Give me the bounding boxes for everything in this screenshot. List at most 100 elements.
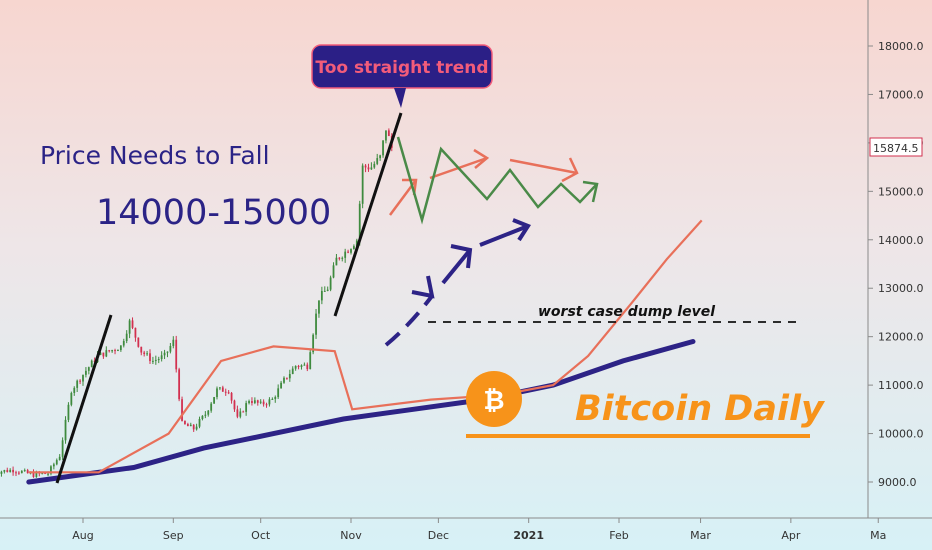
projection-green	[396, 136, 598, 225]
candle-body	[341, 257, 344, 259]
x-axis: Aug Sep Oct Nov Dec 2021 Feb Mar Apr Ma	[72, 518, 886, 542]
candle-body	[201, 415, 204, 420]
candle-body	[82, 374, 84, 382]
candle-body	[184, 420, 186, 425]
candle-body	[323, 290, 326, 292]
candle-body	[18, 472, 20, 474]
candle-body	[134, 327, 137, 338]
candle-body	[87, 367, 90, 371]
candle-body	[128, 320, 131, 334]
arrowhead-green	[582, 180, 599, 203]
candle-body	[344, 251, 347, 258]
candle-body	[41, 473, 44, 475]
candle-body	[338, 257, 341, 259]
candle-body	[283, 377, 285, 383]
y-tick-label: 11000.0	[878, 379, 924, 392]
x-tick-label: Dec	[428, 529, 449, 542]
candle-body	[108, 350, 111, 352]
candle-body	[297, 365, 300, 367]
arrowhead-red-1	[402, 178, 418, 196]
candle-body	[364, 165, 367, 168]
candle-body	[335, 257, 338, 266]
arrowhead-red-2	[473, 148, 490, 169]
candle-body	[175, 339, 178, 370]
candle-body	[379, 155, 382, 159]
candle-body	[85, 370, 87, 375]
candle-body	[245, 403, 248, 412]
y-tick-label: 10000.0	[878, 428, 924, 441]
candle-body	[154, 359, 157, 361]
candle-body	[55, 460, 58, 465]
y-tick-label: 13000.0	[878, 282, 924, 295]
x-tick-label: Mar	[690, 529, 711, 542]
candle-body	[288, 374, 291, 379]
candle-body	[122, 341, 125, 346]
candle-body	[23, 470, 26, 472]
candle-body	[387, 130, 390, 136]
brand-block: ₿ Bitcoin Daily	[466, 371, 826, 438]
candles	[0, 128, 393, 478]
candle-body	[47, 473, 49, 475]
candle-body	[385, 130, 387, 141]
candle-body	[315, 313, 317, 335]
candle-body	[253, 400, 256, 403]
candle-body	[140, 346, 143, 353]
x-tick-label: Oct	[251, 529, 271, 542]
y-tick-label: 18000.0	[878, 40, 924, 53]
annotation-layer	[55, 112, 599, 484]
candle-body	[166, 351, 169, 353]
candle-body	[309, 352, 312, 370]
candle-body	[227, 392, 230, 394]
candle-body	[221, 387, 224, 392]
candle-body	[303, 364, 306, 366]
candle-body	[300, 365, 303, 367]
candle-body	[44, 473, 47, 475]
projection-red-3	[509, 158, 578, 175]
candle-body	[102, 352, 105, 357]
candle-body	[230, 392, 233, 401]
candle-body	[350, 249, 352, 253]
candle-body	[163, 352, 166, 356]
candle-body	[207, 410, 210, 415]
callout: Too straight trend	[311, 44, 493, 108]
candle-body	[160, 355, 163, 360]
candle-body	[146, 353, 148, 355]
ma-fast-line	[28, 219, 703, 474]
candle-body	[114, 350, 116, 352]
bitcoin-symbol: ₿	[483, 386, 504, 416]
candle-body	[105, 350, 108, 357]
candle-body	[280, 382, 282, 389]
candle-body	[274, 397, 277, 399]
candle-body	[26, 470, 29, 474]
candle-body	[70, 392, 73, 405]
candle-body	[125, 333, 128, 342]
candle-body	[192, 424, 195, 430]
candle-body	[306, 364, 309, 370]
candle-body	[79, 380, 81, 382]
candle-body	[239, 411, 242, 417]
projection-navy-2	[441, 248, 472, 285]
bitcoin-logo-icon	[466, 371, 522, 427]
y-axis: 9000.0 10000.0 11000.0 12000.0 13000.0 14000.…	[868, 40, 924, 489]
candle-body	[358, 203, 361, 241]
arrowhead-navy-1	[411, 275, 435, 299]
candle-body	[172, 339, 175, 346]
candle-body	[376, 158, 379, 164]
candle-body	[382, 140, 384, 156]
candle-body	[242, 411, 245, 413]
candle-body	[67, 404, 70, 420]
candle-body	[286, 377, 288, 379]
candle-body	[149, 353, 151, 362]
candle-body	[332, 265, 335, 278]
candle-body	[169, 345, 172, 352]
candle-body	[216, 388, 218, 398]
candle-body	[3, 470, 6, 472]
current-price-tag: 15874.5	[869, 137, 923, 157]
candle-body	[355, 240, 358, 247]
y-tick-label: 17000.0	[878, 88, 924, 101]
candle-body	[61, 440, 64, 457]
candle-body	[119, 345, 122, 351]
candle-body	[291, 368, 294, 375]
candle-body	[0, 471, 3, 474]
